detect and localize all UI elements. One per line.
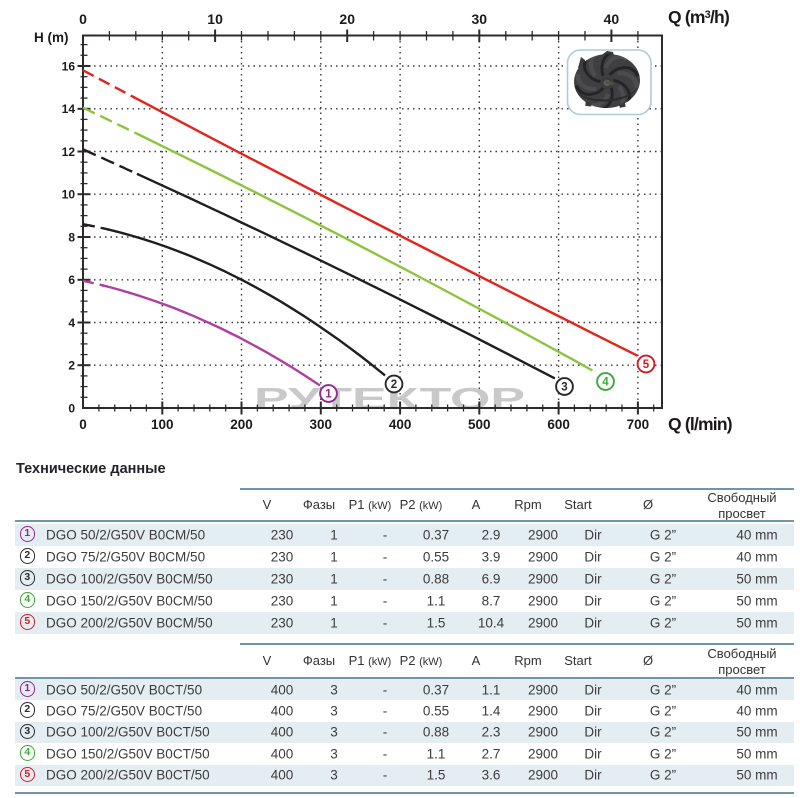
svg-text:0: 0 xyxy=(68,401,75,415)
svg-text:12: 12 xyxy=(62,145,76,159)
svg-text:100: 100 xyxy=(151,417,174,432)
svg-text:20: 20 xyxy=(339,11,355,27)
svg-text:8: 8 xyxy=(68,230,75,244)
svg-text:700: 700 xyxy=(627,417,650,432)
svg-text:300: 300 xyxy=(310,417,333,432)
svg-text:1: 1 xyxy=(325,389,332,401)
svg-text:0: 0 xyxy=(79,11,87,27)
svg-text:Q (m3/h): Q (m3/h) xyxy=(668,7,729,27)
svg-text:200: 200 xyxy=(230,417,253,432)
svg-text:500: 500 xyxy=(468,417,491,432)
svg-text:600: 600 xyxy=(547,417,570,432)
svg-text:400: 400 xyxy=(389,417,412,432)
svg-text:14: 14 xyxy=(62,102,76,116)
svg-text:H (m): H (m) xyxy=(34,30,69,45)
svg-text:2: 2 xyxy=(68,359,75,373)
svg-text:10: 10 xyxy=(207,11,223,27)
svg-text:10: 10 xyxy=(62,188,76,202)
svg-text:0: 0 xyxy=(79,417,87,432)
svg-text:6: 6 xyxy=(68,273,75,287)
svg-text:30: 30 xyxy=(472,11,488,27)
svg-text:Q (l/min): Q (l/min) xyxy=(668,414,732,434)
svg-text:5: 5 xyxy=(643,359,650,371)
svg-text:2: 2 xyxy=(391,379,397,391)
svg-text:3: 3 xyxy=(561,382,567,394)
svg-text:4: 4 xyxy=(602,377,609,389)
svg-text:40: 40 xyxy=(604,11,620,27)
svg-text:4: 4 xyxy=(68,316,75,330)
svg-text:16: 16 xyxy=(62,59,76,73)
